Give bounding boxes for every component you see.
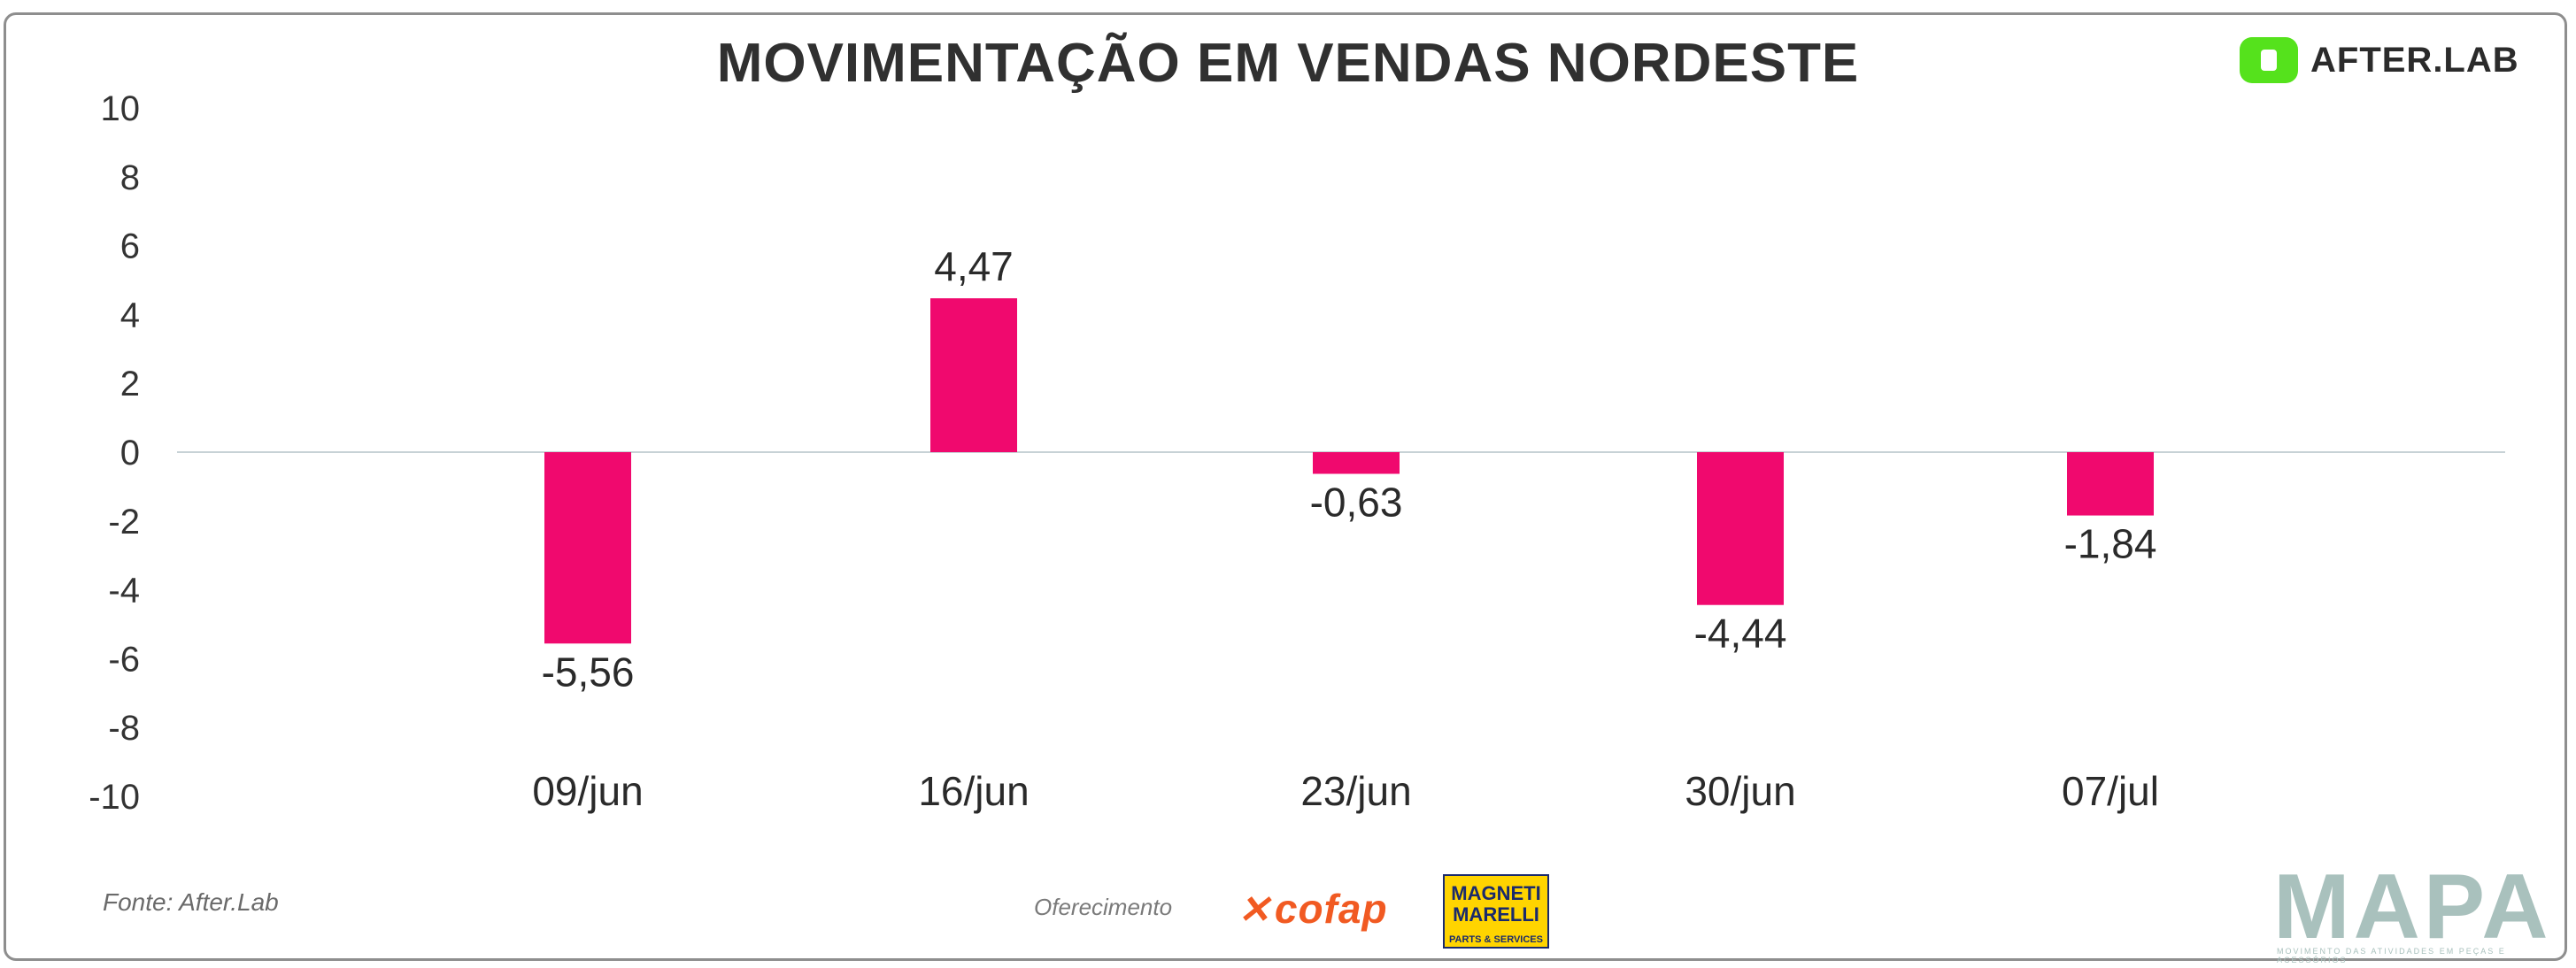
bar — [1697, 452, 1784, 605]
magneti-marelli-name-line1: MAGNETI — [1451, 882, 1541, 904]
cofap-mark-icon: ✕ — [1238, 888, 1271, 932]
source-note: Fonte: After.Lab — [103, 888, 279, 916]
afterlab-logo-text: AFTER.LAB — [2310, 41, 2519, 80]
cofap-logo-text: cofap — [1274, 886, 1388, 932]
y-tick-label: -4 — [108, 572, 140, 611]
bar — [544, 452, 631, 644]
y-tick-label: 0 — [120, 434, 140, 472]
afterlab-logo-mark-icon — [2240, 37, 2298, 83]
y-tick-label: -2 — [108, 503, 140, 542]
magneti-marelli-sub: PARTS & SERVICES — [1449, 934, 1543, 945]
y-tick-label: 6 — [120, 227, 140, 266]
mapa-tagline: MOVIMENTO DAS ATIVIDADES EM PEÇAS E ACES… — [2277, 947, 2506, 964]
x-tick-label: 07/jul — [2062, 768, 2159, 814]
data-label: -0,63 — [1310, 480, 1403, 526]
cofap-logo: ✕cofap — [1238, 885, 1388, 933]
chart-title: MOVIMENTAÇÃO EM VENDAS NORDESTE — [716, 33, 1860, 94]
y-tick-label: 2 — [120, 365, 140, 403]
y-tick-label: -6 — [108, 640, 140, 679]
x-tick-label: 23/jun — [1300, 768, 1411, 814]
data-label: -5,56 — [542, 649, 635, 695]
magneti-marelli-name-line2: MARELLI — [1453, 903, 1539, 926]
data-label: 4,47 — [934, 243, 1014, 289]
data-label: -4,44 — [1694, 611, 1787, 657]
x-tick-label: 16/jun — [918, 768, 1029, 814]
data-label: -1,84 — [2064, 521, 2157, 567]
mapa-logo: MAPA — [2273, 856, 2552, 958]
y-tick-label: -8 — [108, 709, 140, 748]
sponsor-label: Oferecimento — [1034, 894, 1173, 920]
bar — [930, 298, 1017, 452]
y-tick-label: 4 — [120, 296, 140, 334]
x-tick-label: 30/jun — [1685, 768, 1795, 814]
y-tick-label: -10 — [89, 778, 140, 817]
bar — [2067, 452, 2154, 516]
bar — [1313, 452, 1400, 474]
x-tick-label: 09/jun — [532, 768, 643, 814]
magneti-marelli-logo: MAGNETI MARELLI PARTS & SERVICES — [1443, 874, 1549, 949]
y-tick-label: 8 — [120, 158, 140, 197]
y-tick-label: 10 — [101, 89, 141, 128]
